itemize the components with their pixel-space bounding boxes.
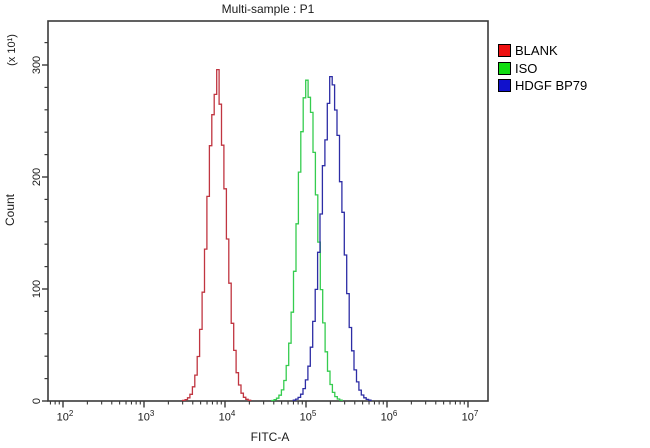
legend: BLANK ISO HDGF BP79 — [498, 44, 587, 97]
y-tick-label: 0 — [31, 397, 43, 405]
y-axis-label: Count — [3, 193, 17, 227]
x-tick-label: 102 — [56, 409, 74, 424]
legend-item-blank: BLANK — [498, 44, 587, 58]
legend-item-hdgf-bp79: HDGF BP79 — [498, 79, 587, 93]
x-tick-label: 103 — [137, 409, 155, 424]
series-curve-blank — [181, 68, 252, 402]
legend-label: HDGF BP79 — [515, 78, 588, 94]
x-tick-label: 104 — [218, 409, 236, 424]
legend-swatch-icon — [498, 79, 511, 93]
plot-frame — [47, 20, 489, 402]
y-tick-label: 300 — [31, 55, 43, 75]
legend-swatch-icon — [498, 61, 511, 75]
plot-title: Multi-sample : P1 — [221, 2, 315, 16]
x-tick-label: 107 — [461, 409, 479, 424]
x-tick-label: 105 — [299, 409, 317, 424]
series-curve-iso — [271, 79, 343, 402]
legend-label: BLANK — [515, 43, 558, 59]
legend-item-iso: ISO — [498, 60, 587, 76]
legend-swatch-icon — [498, 44, 511, 58]
legend-label: ISO — [515, 60, 538, 76]
y-tick-label: 200 — [31, 167, 43, 187]
x-tick-label: 106 — [380, 409, 398, 424]
y-axis-unit-label: (x 10¹) — [6, 34, 18, 66]
y-tick-label: 100 — [31, 279, 43, 299]
x-axis-label: FITC-A — [250, 430, 290, 444]
series-curve-hdgf-bp79 — [292, 75, 372, 401]
